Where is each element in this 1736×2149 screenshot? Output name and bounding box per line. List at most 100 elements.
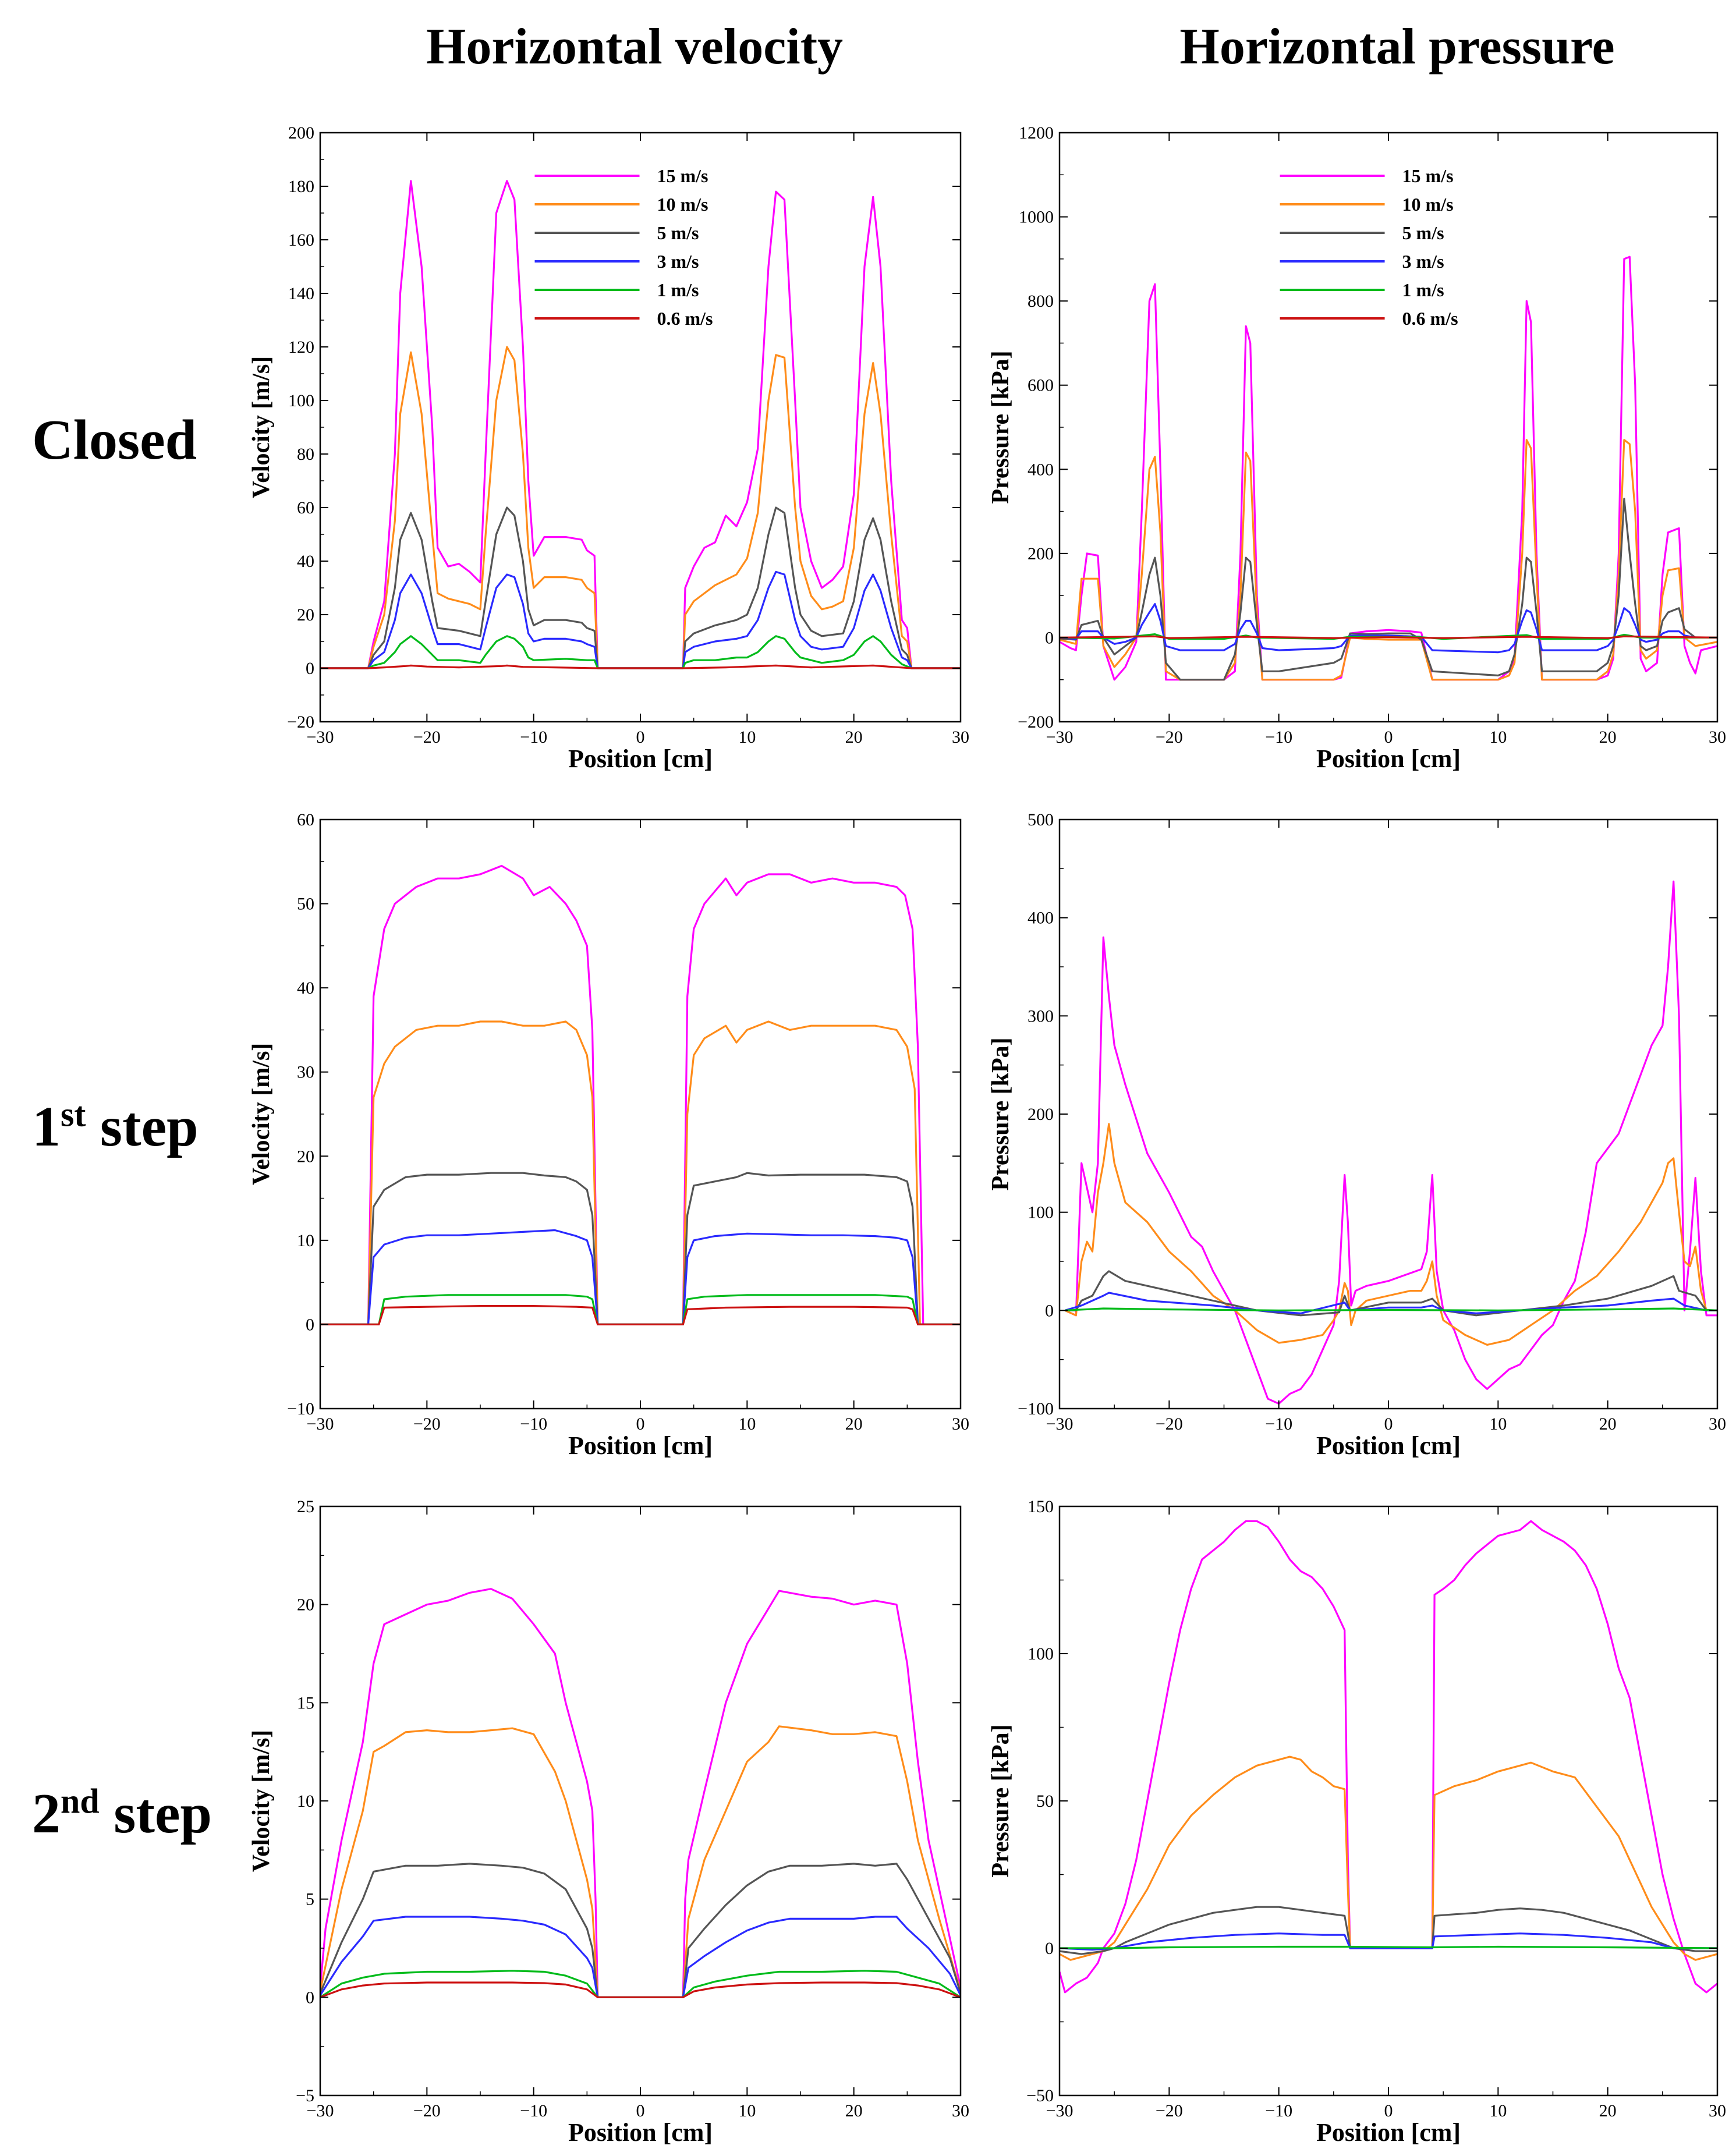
y-tick-label: 60 [297, 498, 314, 517]
x-tick-label: 30 [1709, 728, 1726, 747]
y-axis-label: Pressure [kPa] [987, 1037, 1014, 1190]
y-tick-label: 100 [1028, 1644, 1054, 1664]
y-tick-label: 800 [1028, 292, 1054, 311]
x-axis-label: Position [cm] [1316, 2118, 1461, 2147]
row-title-step1-number: 1 [32, 1095, 61, 1158]
y-tick-label: 0 [306, 659, 314, 678]
series-line-15-m-s [1060, 1520, 1717, 1994]
series-line-15-m-s [1064, 880, 1717, 1405]
y-tick-label: 0 [1045, 1301, 1054, 1320]
series-line-10-m-s [1060, 1756, 1717, 1961]
y-tick-label: 20 [297, 1147, 314, 1166]
x-tick-label: 30 [952, 728, 969, 747]
x-tick-label: −10 [520, 1414, 547, 1434]
row-title-step1: 1st step [32, 1094, 199, 1159]
x-axis-label: Position [cm] [1316, 1431, 1461, 1460]
row-title-step2-number: 2 [32, 1782, 61, 1845]
x-tick-label: 20 [845, 1414, 863, 1434]
series-line-0-6-m-s [320, 1981, 961, 1998]
row-title-step1-word: step [86, 1095, 199, 1158]
x-tick-label: 10 [1489, 728, 1507, 747]
series-line-15-m-s [320, 864, 961, 1325]
y-tick-label: 15 [297, 1693, 314, 1712]
series-group [320, 1588, 961, 1998]
y-tick-label: 0 [306, 1315, 314, 1334]
y-tick-label: −20 [287, 712, 314, 732]
series-line-3-m-s [320, 1229, 961, 1325]
x-tick-label: −30 [307, 728, 334, 747]
chart-closed-pressure: −30 −20 −10 0 10 20 30 −200 0 200 400 600 800 1000 120… [987, 123, 1726, 773]
y-axis-label: Pressure [kPa] [987, 350, 1014, 503]
legend-label: 10 m/s [1402, 194, 1454, 215]
y-tick-label: 25 [297, 1497, 314, 1516]
legend-label: 5 m/s [1402, 222, 1444, 243]
chart-step1-velocity: −30 −20 −10 0 10 20 30 −10 0 10 20 30 40 50 60 Position… [248, 810, 969, 1460]
y-tick-label: 140 [288, 284, 314, 303]
series-line-3-m-s [1060, 1932, 1717, 1951]
y-tick-label: 0 [306, 1988, 314, 2007]
legend-label: 15 m/s [1402, 165, 1454, 186]
y-tick-label: 5 [306, 1890, 314, 1909]
y-tick-label: 20 [297, 1595, 314, 1615]
x-tick-label: 0 [1384, 728, 1393, 747]
x-axis-label: Position [cm] [568, 2118, 713, 2147]
x-axis-label: Position [cm] [568, 744, 713, 773]
y-tick-label: 100 [1028, 1203, 1054, 1222]
series-line-5-m-s [320, 1863, 961, 1998]
y-axis-label: Velocity [m/s] [248, 1043, 275, 1186]
series-line-1-m-s [320, 1294, 961, 1325]
x-tick-label: 20 [845, 728, 863, 747]
series-line-3-m-s [1060, 603, 1717, 654]
chart-step2-pressure: −30 −20 −10 0 10 20 30 −50 0 50 100 150 Position [cm… [987, 1497, 1726, 2147]
series-line-5-m-s [320, 506, 961, 669]
plot-frame [319, 1505, 962, 2097]
row-title-closed: Closed [32, 409, 197, 471]
chart-closed-velocity: −30 −20 −10 0 10 20 30−20020406080100120140160… [248, 123, 969, 773]
y-tick-label: 10 [297, 1792, 314, 1811]
x-axis-label: Position [cm] [568, 1431, 713, 1460]
x-tick-label: −20 [413, 1414, 441, 1434]
x-tick-label: −20 [413, 728, 441, 747]
legend-label: 1 m/s [657, 279, 699, 300]
row-title-step1-ordinal: st [61, 1095, 86, 1134]
x-tick-label: 20 [845, 2101, 863, 2120]
y-tick-label: 200 [1028, 1105, 1054, 1124]
chart-step1-pressure: −30 −20 −10 0 10 20 30−1000100200300400500Posi… [987, 810, 1726, 1460]
x-tick-label: 0 [1384, 2101, 1393, 2120]
y-tick-label: 180 [288, 177, 314, 196]
x-tick-label: 30 [1709, 1414, 1726, 1434]
legend-label: 0.6 m/s [657, 308, 713, 329]
plot-frame [1058, 818, 1719, 1410]
y-tick-label: 60 [297, 810, 314, 829]
series-line-5-m-s [1065, 1270, 1717, 1317]
x-tick-label: −30 [1046, 728, 1074, 747]
x-tick-label: −10 [1265, 728, 1292, 747]
y-tick-label: 50 [297, 895, 314, 914]
y-tick-label: 30 [297, 1063, 314, 1082]
x-tick-label: −30 [1046, 2101, 1074, 2120]
x-tick-label: −20 [1156, 2101, 1183, 2120]
x-tick-label: 0 [1384, 1414, 1393, 1434]
y-tick-label: 120 [288, 338, 314, 357]
y-tick-label: 40 [297, 978, 314, 998]
x-tick-label: 10 [738, 2101, 756, 2120]
x-tick-label: −10 [1265, 2101, 1292, 2120]
legend-label: 10 m/s [657, 194, 708, 215]
y-tick-label: 0 [1045, 628, 1054, 647]
y-tick-label: 0 [1045, 1939, 1054, 1958]
x-tick-label: −30 [307, 1414, 334, 1434]
legend-label: 5 m/s [657, 222, 699, 243]
x-axis-label: Position [cm] [1316, 744, 1461, 773]
y-tick-label: 400 [1028, 460, 1054, 479]
series-line-10-m-s [1060, 439, 1717, 681]
legend-label: 3 m/s [1402, 251, 1444, 272]
series-line-1-m-s [1065, 1307, 1717, 1311]
x-tick-label: 10 [738, 728, 756, 747]
y-tick-label: −200 [1018, 712, 1054, 732]
y-axis-label: Velocity [m/s] [248, 356, 275, 499]
x-tick-label: 20 [1599, 728, 1617, 747]
x-tick-label: −20 [1156, 1414, 1183, 1434]
y-tick-label: 1200 [1019, 123, 1054, 143]
column-title-velocity: Horizontal velocity [426, 19, 844, 75]
series-line-1-m-s [320, 635, 961, 669]
